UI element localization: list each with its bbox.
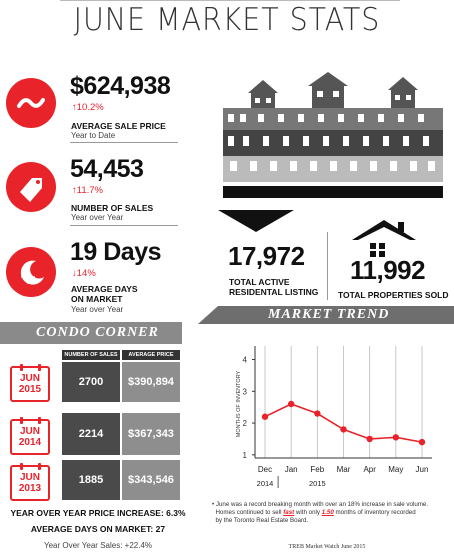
avg-sale-price-value: $624,938	[70, 72, 171, 100]
y-tick-label: 3	[243, 387, 248, 396]
row-sales: 2700	[62, 362, 120, 402]
avg-sale-price-change: ↑10.2%	[72, 102, 104, 113]
market-trend-title: MARKET TREND	[268, 307, 390, 322]
pointer-arrow	[218, 210, 294, 232]
avg-days-on-market: AVERAGE DAYS ON MARKET: 27	[30, 524, 166, 534]
june-label: JUNE	[329, 199, 351, 208]
calendar-icon: JUN 2014	[10, 417, 50, 455]
row-price: $390,894	[122, 362, 180, 402]
data-point	[418, 438, 426, 446]
data-point	[261, 413, 269, 420]
y-tick-label: 4	[243, 356, 248, 365]
y-tick-label: 1	[243, 451, 248, 460]
moon-sun-icon	[6, 247, 56, 297]
avg-sale-price-label: AVERAGE SALE PRICE	[71, 121, 166, 131]
trend-note-fast: fast	[283, 509, 295, 516]
properties-sold-value: 11,992	[350, 255, 426, 285]
number-of-sales-label: NUMBER OF SALES	[71, 203, 154, 213]
number-of-sales-change: ↑11.7%	[72, 185, 103, 196]
days-on-market-change: ↓14%	[72, 268, 96, 279]
col-header-price: AVERAGE PRICE	[122, 350, 180, 360]
row-month: JUN	[19, 426, 40, 437]
price-tag-icon	[6, 162, 56, 212]
x-tick-label: Jan	[285, 465, 298, 474]
row-month: JUN	[19, 472, 40, 483]
year-label: 2014	[257, 479, 274, 488]
data-point	[340, 426, 347, 433]
year-label: 2015	[309, 479, 326, 488]
row-sales: 1885	[62, 460, 120, 500]
tilde-icon	[6, 78, 56, 128]
source-note: TREB Market Watch June 2015	[288, 544, 366, 550]
data-point	[314, 410, 321, 417]
y-axis-label: MONTHS OF INVENTORY	[236, 370, 242, 437]
calendar-icon: JUN 2015	[10, 364, 50, 402]
row-sales: 2214	[62, 413, 120, 455]
number-of-sales-sub: Year over Year	[71, 213, 124, 222]
divider	[70, 225, 178, 226]
avg-sale-price-sub: Year to Date	[71, 131, 116, 140]
days-on-market-sub: Year over Year	[71, 305, 124, 314]
condo-corner-title: CONDO CORNER	[36, 325, 159, 340]
houses-illustration	[218, 68, 448, 198]
trend-note-1: June was a record breaking month with ov…	[215, 501, 429, 508]
active-listings-label-2: RESIDENTAL LISTING	[229, 287, 319, 297]
condo-corner-banner	[0, 322, 182, 344]
data-point	[287, 400, 295, 408]
row-price: $343,546	[122, 460, 180, 500]
trend-note: • June was a record breaking month with …	[212, 501, 429, 524]
row-month: JUN	[19, 373, 40, 384]
x-tick-label: Jun	[416, 465, 429, 474]
row-price: $367,343	[122, 413, 180, 455]
y-tick-label: 2	[243, 419, 248, 428]
trend-note-2c: months of inventory recorded	[333, 509, 416, 516]
days-on-market-value: 19 Days	[70, 238, 162, 266]
page-title: JUNE MARKET STATS	[73, 2, 381, 38]
divider	[70, 142, 178, 143]
yoy-sales: Year Over Year Sales: +22.4%	[44, 541, 152, 550]
data-point	[366, 435, 373, 443]
trend-note-2b: with only	[294, 509, 322, 516]
row-year: 2013	[18, 483, 42, 494]
row-year: 2014	[18, 437, 42, 448]
x-tick-label: Dec	[258, 465, 272, 474]
data-point	[392, 434, 400, 441]
market-trend-chart: 1 2 3 4 MONTHS OF INVENTORY Dec Jan Feb Mar Apr Ma…	[200, 338, 454, 498]
active-listings-value: 17,972	[228, 241, 305, 271]
house-icon	[352, 218, 416, 263]
col-header-sales: NUMBER OF SALES	[62, 350, 120, 360]
divider	[327, 232, 328, 300]
trend-note-2a: Homes continued to sell	[215, 509, 284, 516]
active-listings-label: TOTAL ACTIVE	[229, 277, 290, 287]
x-tick-label: May	[388, 465, 403, 474]
row-year: 2015	[18, 384, 42, 395]
days-on-market-label-2: ON MARKET	[71, 294, 123, 304]
x-tick-label: Apr	[363, 465, 376, 474]
calendar-icon: JUN 2013	[10, 463, 50, 501]
days-on-market-label: AVERAGE DAYS	[71, 284, 138, 294]
market-trend-banner	[198, 306, 454, 324]
trend-note-3: by the Toronto Real Estate Board.	[215, 517, 309, 524]
number-of-sales-value: 54,453	[70, 155, 144, 183]
x-tick-label: Mar	[337, 465, 351, 474]
yoy-price-increase: YEAR OVER YEAR PRICE INCREASE: 6.3%	[10, 508, 186, 518]
x-tick-label: Feb	[310, 465, 324, 474]
title-rule	[60, 0, 400, 1]
properties-sold-label: TOTAL PROPERTIES SOLD	[338, 290, 449, 300]
trend-note-num: 1.50	[321, 509, 334, 516]
